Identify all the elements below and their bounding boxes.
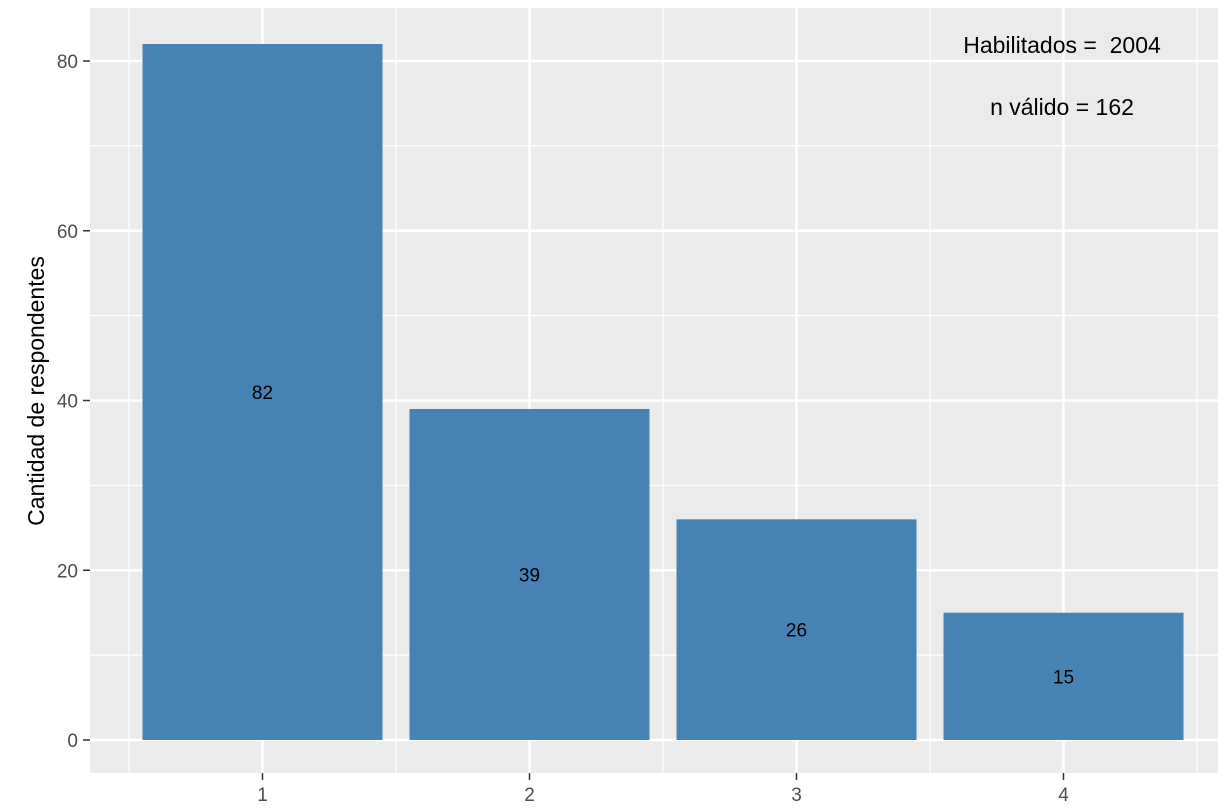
x-axis: 1 2 3 4	[257, 773, 1069, 806]
bar-3	[676, 519, 917, 740]
y-axis: 0 20 40 60 80	[57, 52, 90, 752]
x-tick-label: 1	[257, 785, 268, 806]
data-label-2: 39	[519, 565, 540, 586]
x-tick-label: 4	[1058, 785, 1069, 806]
x-tick-label: 2	[524, 785, 535, 806]
y-tick-label: 20	[57, 561, 78, 582]
bar-1	[142, 44, 383, 740]
y-tick-label: 60	[57, 222, 78, 243]
data-label-4: 15	[1053, 667, 1074, 688]
y-tick-label: 40	[57, 392, 78, 413]
n-valido-annotation: n válido = 162	[990, 94, 1134, 120]
y-axis-title: Cantidad de respondentes	[23, 256, 49, 526]
bars	[142, 44, 1184, 740]
data-label-1: 82	[252, 383, 273, 404]
bar-value-labels: 82 39 26 15	[252, 383, 1074, 688]
data-label-3: 26	[786, 621, 807, 642]
y-tick-label: 0	[67, 731, 78, 752]
bar-4	[943, 612, 1184, 740]
habilitados-annotation: Habilitados = 2004	[963, 32, 1161, 58]
x-tick-label: 3	[791, 785, 802, 806]
y-tick-label: 80	[57, 52, 78, 73]
bar-2	[409, 408, 650, 740]
